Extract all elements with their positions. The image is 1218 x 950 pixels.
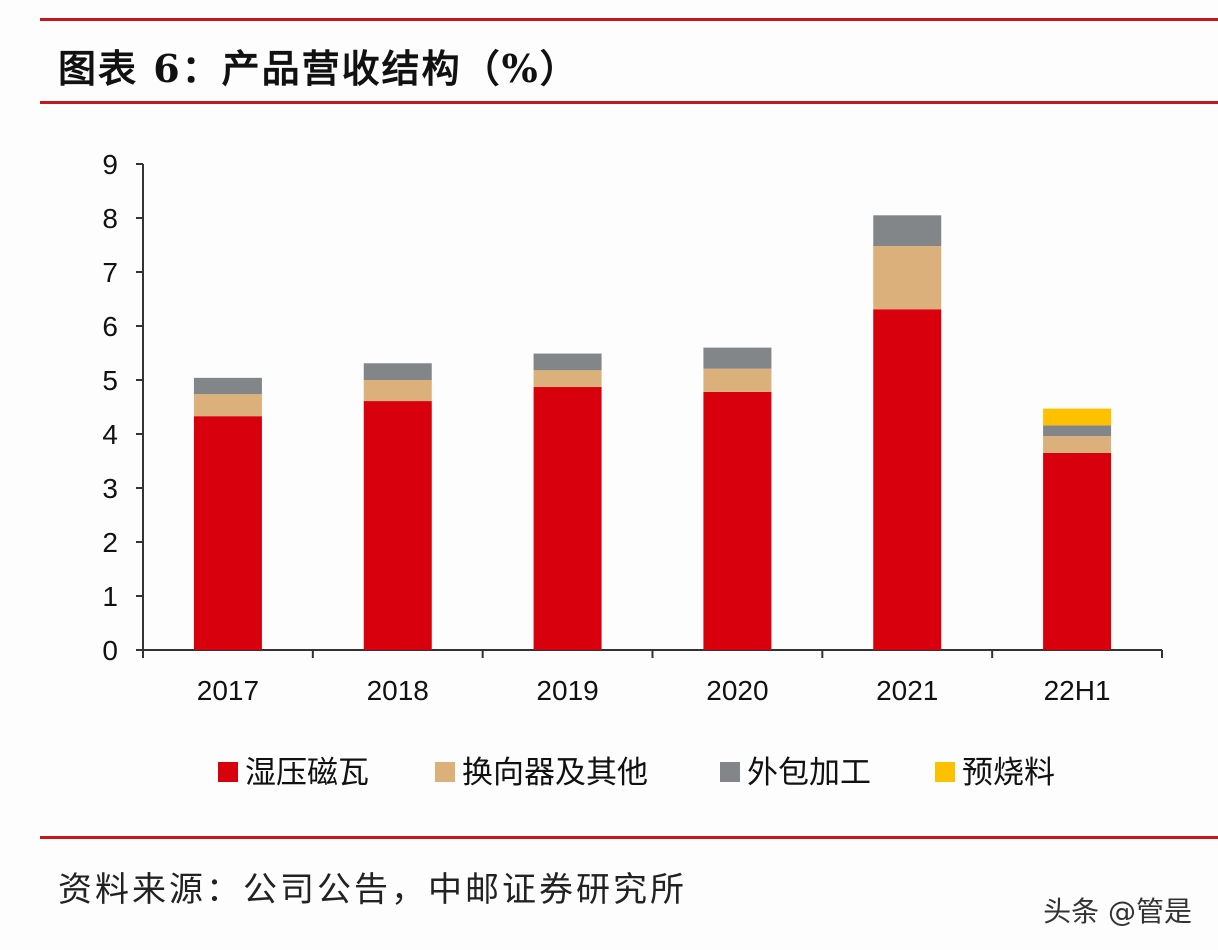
bar-segment-2021-外包加工 <box>873 215 942 247</box>
y-tick-label: 3 <box>102 473 118 504</box>
bottom-rule <box>40 836 1218 839</box>
top-rule <box>40 18 1218 21</box>
bar-segment-2020-湿压磁瓦 <box>703 391 772 650</box>
source-note: 资料来源：公司公告，中邮证券研究所 <box>58 870 687 910</box>
x-tick-label: 2020 <box>706 675 768 706</box>
legend-label: 外包加工 <box>747 755 871 791</box>
y-tick-label: 2 <box>102 527 118 558</box>
bar-segment-2020-外包加工 <box>703 347 772 369</box>
bar-segment-22H1-湿压磁瓦 <box>1043 452 1112 650</box>
x-tick-label: 2017 <box>197 675 259 706</box>
legend-swatch <box>218 762 238 782</box>
legend-label: 预烧料 <box>962 755 1055 791</box>
watermark: 头条 @管是 <box>1043 895 1192 928</box>
title-rule <box>40 101 1218 104</box>
bar-segment-2019-换向器及其他 <box>533 370 602 388</box>
x-tick-label: 2019 <box>536 675 598 706</box>
bar-segment-2021-湿压磁瓦 <box>873 309 942 650</box>
bar-segment-2017-湿压磁瓦 <box>193 416 262 650</box>
x-tick-label: 2018 <box>367 675 429 706</box>
bar-segment-22H1-换向器及其他 <box>1043 436 1112 453</box>
bar-segment-2018-湿压磁瓦 <box>363 401 432 650</box>
legend-label: 湿压磁瓦 <box>245 755 369 791</box>
bar-segment-2021-换向器及其他 <box>873 246 942 310</box>
bar-segment-2018-换向器及其他 <box>363 380 432 402</box>
bar-segment-2017-换向器及其他 <box>193 394 262 417</box>
y-tick-label: 0 <box>102 635 118 666</box>
y-tick-label: 8 <box>102 203 118 234</box>
x-tick-label: 2021 <box>876 675 938 706</box>
bar-segment-2020-换向器及其他 <box>703 368 772 392</box>
x-tick-label: 22H1 <box>1044 675 1111 706</box>
legend-swatch <box>935 762 955 782</box>
bar-segment-22H1-预烧料 <box>1043 408 1112 426</box>
bar-segment-2017-外包加工 <box>193 377 262 395</box>
y-tick-label: 5 <box>102 365 118 396</box>
y-tick-label: 4 <box>102 419 118 450</box>
legend-swatch <box>435 762 455 782</box>
bar-segment-2018-外包加工 <box>363 363 432 380</box>
bar-segment-2019-外包加工 <box>533 353 602 371</box>
y-tick-label: 9 <box>102 149 118 180</box>
y-tick-label: 7 <box>102 257 118 288</box>
legend-swatch <box>720 762 740 782</box>
bar-segment-2019-湿压磁瓦 <box>533 387 602 650</box>
y-tick-label: 6 <box>102 311 118 342</box>
legend-label: 换向器及其他 <box>462 755 648 791</box>
bar-segment-22H1-外包加工 <box>1043 425 1112 437</box>
y-tick-label: 1 <box>102 581 118 612</box>
chart-title: 图表 6：产品营收结构（%） <box>58 46 580 91</box>
